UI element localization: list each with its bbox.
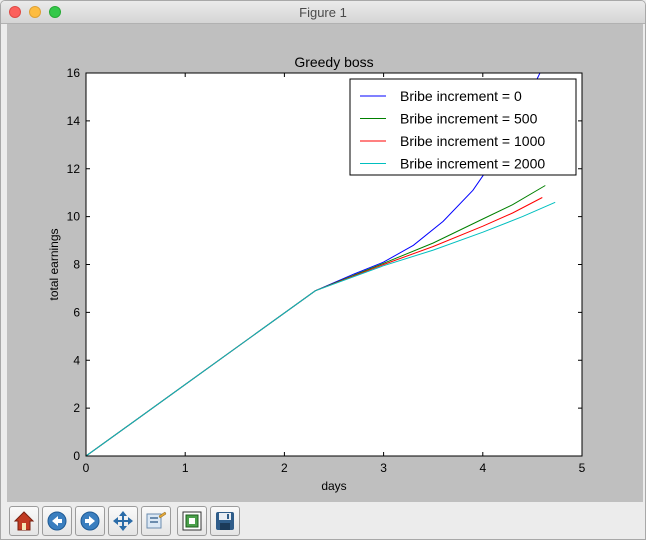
save-floppy-icon (216, 512, 234, 530)
pan-button[interactable] (108, 506, 138, 536)
y-tick-label: 10 (67, 210, 81, 224)
y-tick-label: 14 (67, 114, 81, 128)
configure-subplots-icon (182, 511, 202, 531)
y-tick-label: 8 (73, 258, 80, 272)
forward-button[interactable] (75, 506, 105, 536)
x-tick-label: 2 (281, 461, 288, 475)
legend-label-3: Bribe increment = 2000 (400, 156, 545, 172)
zoom-rectangle-icon (146, 511, 167, 529)
x-tick-label: 0 (83, 461, 90, 475)
x-axis-label: days (321, 479, 346, 493)
configure-subplots-button[interactable] (177, 506, 207, 536)
legend-box (349, 78, 577, 176)
minimize-window-button[interactable] (29, 6, 41, 18)
legend-label-2: Bribe increment = 1000 (400, 133, 545, 149)
y-tick-label: 0 (73, 449, 80, 463)
y-tick-label: 6 (73, 305, 80, 319)
home-button[interactable] (9, 506, 39, 536)
zoom-button[interactable] (141, 506, 171, 536)
y-tick-label: 4 (73, 353, 80, 367)
x-tick-label: 1 (182, 461, 189, 475)
close-window-button[interactable] (9, 6, 21, 18)
x-tick-label: 5 (579, 461, 586, 475)
title-bar[interactable]: Figure 1 (1, 1, 645, 24)
legend-label-0: Bribe increment = 0 (400, 88, 522, 104)
y-tick-label: 12 (67, 162, 81, 176)
window-title: Figure 1 (299, 5, 347, 20)
back-button[interactable] (42, 506, 72, 536)
navigation-toolbar (1, 503, 645, 539)
save-button[interactable] (210, 506, 240, 536)
y-tick-label: 16 (67, 66, 81, 80)
forward-arrow-icon (80, 511, 100, 531)
figure-canvas[interactable]: 0 1 2 3 4 5 0 2 4 6 8 10 12 14 16 Greedy boss days total … (7, 24, 643, 502)
pan-move-icon (113, 511, 133, 531)
maximize-window-button[interactable] (49, 6, 61, 18)
home-icon (13, 511, 35, 531)
x-tick-label: 4 (479, 461, 486, 475)
chart-title: Greedy boss (294, 54, 373, 70)
back-arrow-icon (47, 511, 67, 531)
y-tick-label: 2 (73, 401, 80, 415)
y-axis-label: total earnings (47, 228, 61, 300)
series-line-3 (86, 201, 556, 456)
x-tick-label: 3 (380, 461, 387, 475)
legend-label-1: Bribe increment = 500 (400, 111, 538, 127)
